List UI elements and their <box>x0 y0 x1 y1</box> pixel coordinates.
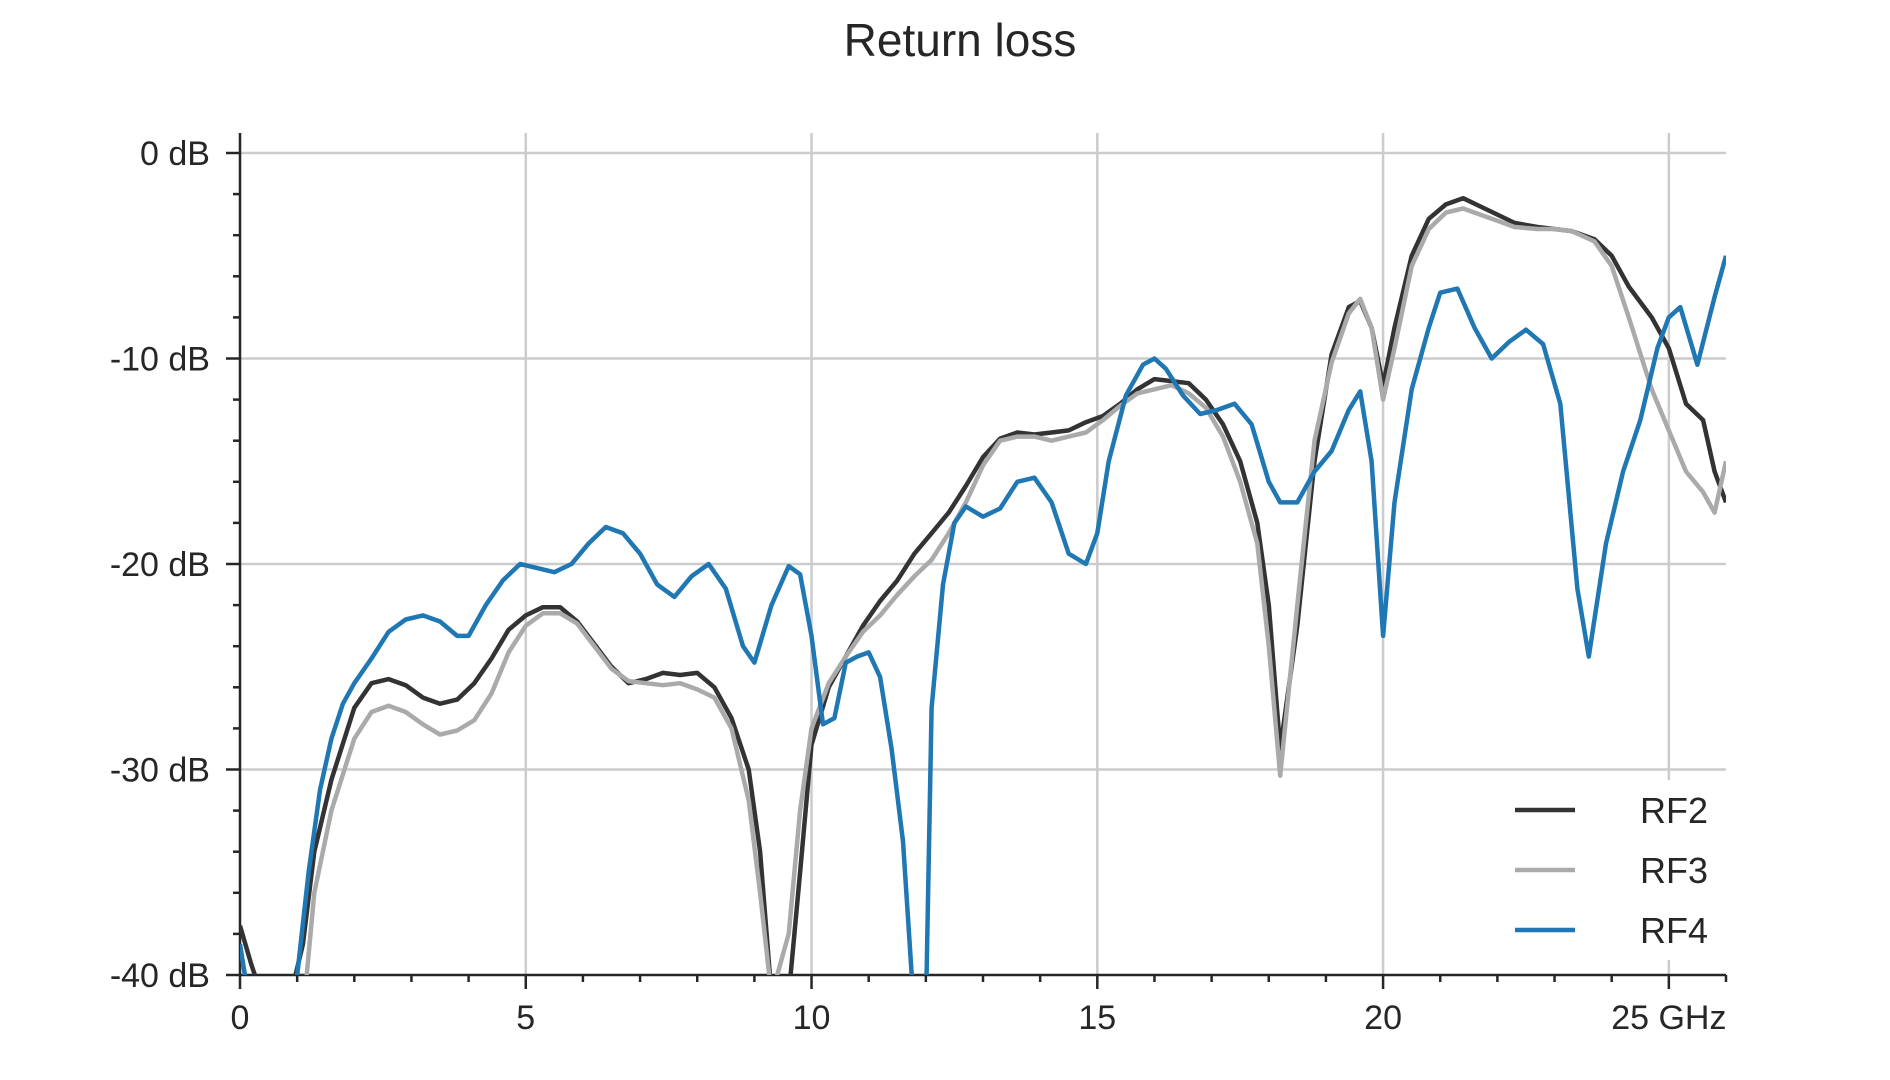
grid <box>240 133 1726 975</box>
x-tick-label: 10 <box>793 999 831 1037</box>
legend-label: RF2 <box>1640 790 1708 831</box>
y-tick-label: -20 dB <box>110 546 210 584</box>
y-tick-label: -40 dB <box>110 957 210 995</box>
y-tick-label: 0 dB <box>140 135 210 173</box>
series-line-rf2 <box>240 195 1726 975</box>
series-line-rf4 <box>240 255 1726 975</box>
x-tick-label: 20 <box>1364 999 1402 1037</box>
x-tick-label: 25 GHz <box>1611 999 1726 1037</box>
chart-title: Return loss <box>844 14 1077 66</box>
axes: 0 dB -10 dB -20 dB -30 dB -40 dB 0 5 10 15 20 25 G… <box>110 133 1728 1037</box>
series-line-rf3 <box>304 206 1726 975</box>
y-tick-label: -10 dB <box>110 341 210 379</box>
legend-label: RF3 <box>1640 850 1708 891</box>
y-tick-label: -30 dB <box>110 752 210 790</box>
series-lines <box>240 195 1726 975</box>
legend: RF2 RF3 RF4 <box>1500 780 1726 960</box>
x-tick-label: 5 <box>516 999 535 1037</box>
legend-label: RF4 <box>1640 910 1708 951</box>
x-tick-label: 0 <box>231 999 250 1037</box>
x-tick-label: 15 <box>1078 999 1116 1037</box>
